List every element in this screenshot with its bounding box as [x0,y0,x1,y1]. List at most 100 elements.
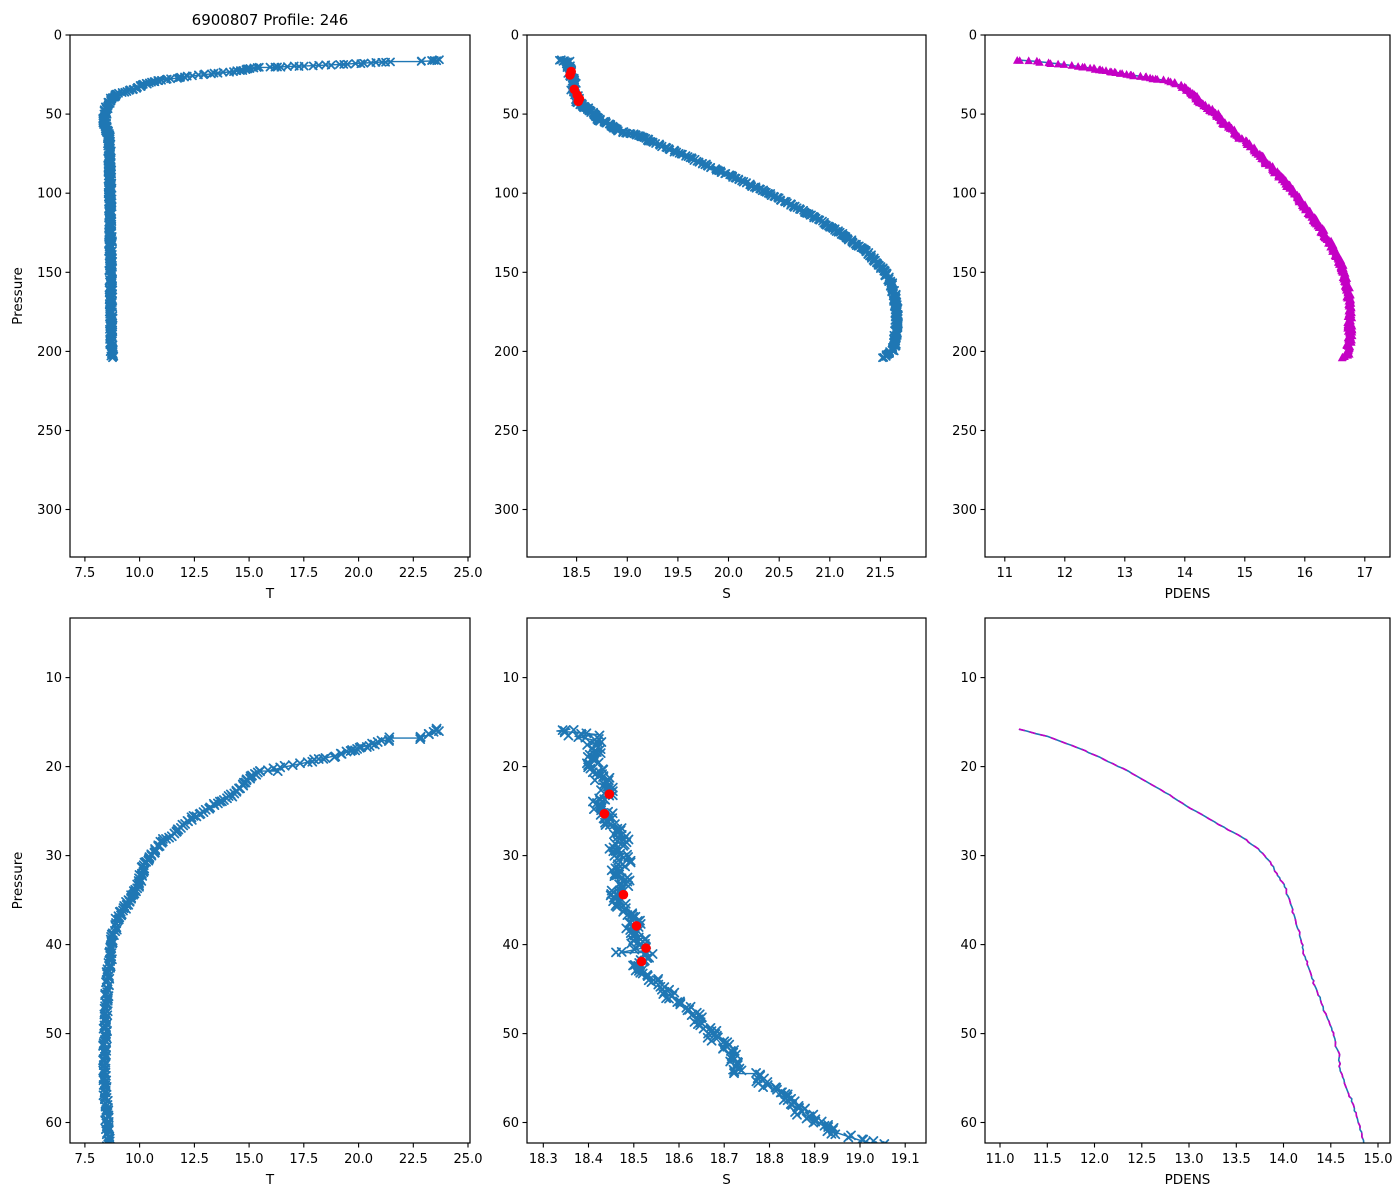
temperature-zoom-profile-line [103,728,439,1143]
x-tick-label: 10.0 [125,566,154,581]
flagged-salinity-points-marker [573,96,584,107]
x-axis-label-pd-full: PDENS [1165,586,1211,602]
subplot-t-full: 7.5 10.0 12.5 15.0 17.5 20.0 22.5 25.0 0 50 100 150… [10,29,482,603]
y-tick-label: 100 [37,187,62,202]
subplot-pd-zoom: 11.0 11.5 12.0 12.5 13.0 13.5 14.0 14.5 15.0 10 20… [960,617,1393,1188]
x-tick-label: 21.5 [866,566,895,581]
y-tick-label: 50 [45,108,62,123]
x-tick-label: 25.0 [454,1152,483,1167]
salinity-profile-markers [555,55,903,363]
x-tick-label: 17.5 [289,1152,318,1167]
y-tick-label: 250 [952,424,977,439]
axes-spines-pd-zoom [984,617,1391,1144]
plot-area-t-zoom [98,723,444,1143]
y-tick-label: 300 [952,503,977,518]
x-tick-label: 20.0 [344,566,373,581]
y-tick-label: 50 [960,1027,977,1042]
plot-area-pd-full [1013,56,1357,362]
y-tick-label: 10 [45,671,62,686]
x-tick-label: 11.5 [1033,1152,1062,1167]
x-tick-label: 15.0 [1364,1152,1393,1167]
x-tick-label: 20.0 [344,1152,373,1167]
y-tick-label: 10 [960,671,977,686]
x-tick-label: 14.0 [1269,1152,1298,1167]
y-tick-label: 40 [45,938,62,953]
x-axis-label-s-zoom: S [722,1172,731,1188]
x-tick-label: 18.5 [562,566,591,581]
figure-title: 6900807 Profile: 246 [192,11,349,29]
y-tick-label: 250 [494,424,519,439]
x-tick-label: 17 [1357,566,1374,581]
x-tick-label: 19.0 [846,1152,875,1167]
y-axis-label-t-zoom: Pressure [10,852,26,910]
x-tick-label: 19.0 [613,566,642,581]
x-tick-label: 18.8 [755,1152,784,1167]
x-tick-label: 14 [1177,566,1194,581]
x-tick-label: 18.6 [665,1152,694,1167]
x-tick-label: 12.5 [180,566,209,581]
y-tick-label: 60 [960,1116,977,1131]
x-tick-label: 14.5 [1316,1152,1345,1167]
x-tick-label: 19.5 [663,566,692,581]
x-tick-label: 13.5 [1222,1152,1251,1167]
y-tick-label: 250 [37,424,62,439]
x-tick-label: 15 [1237,566,1254,581]
x-tick-label: 18.4 [574,1152,603,1167]
y-tick-label: 200 [952,345,977,360]
y-tick-label: 60 [45,1116,62,1131]
x-axis-label-pd-zoom: PDENS [1165,1172,1211,1188]
y-tick-label: 20 [502,760,519,775]
axes-spines-s-zoom [526,617,927,1144]
y-tick-label: 50 [960,108,977,123]
x-tick-label: 21.0 [815,566,844,581]
x-tick-label: 7.5 [75,1152,96,1167]
x-tick-label: 18.7 [710,1152,739,1167]
y-tick-label: 300 [494,503,519,518]
temperature-profile-line [103,59,438,358]
subplots-group: 7.5 10.0 12.5 15.0 17.5 20.0 22.5 25.0 0 50 100 150… [10,29,1392,1189]
y-tick-label: 200 [37,345,62,360]
y-tick-label: 30 [45,849,62,864]
pdens-zoom-line-magenta-dashed-line [1018,728,1365,1143]
plot-area-t-full [98,55,444,363]
y-tick-label: 100 [494,187,519,202]
x-tick-label: 18.3 [529,1152,558,1167]
y-tick-label: 10 [502,671,519,686]
y-tick-label: 0 [969,29,977,44]
x-tick-label: 13.0 [1175,1152,1204,1167]
flagged-salinity-points-marker [565,70,575,80]
y-tick-label: 300 [37,503,62,518]
x-tick-label: 12 [1057,566,1074,581]
y-tick-label: 40 [502,938,519,953]
flagged-salinity-points-marker [604,789,615,799]
y-tick-label: 30 [960,849,977,864]
subplot-pd-full: 11 12 13 14 15 16 17 0 50 100 150 200 250 300 PDENS [952,29,1391,602]
x-tick-label: 15.0 [235,566,264,581]
temperature-profile-markers [98,55,444,363]
x-tick-label: 16 [1297,566,1314,581]
pdens-zoom-line-blue-line [1018,728,1365,1143]
x-tick-label: 11 [997,566,1014,581]
x-tick-label: 12.5 [1127,1152,1156,1167]
y-tick-label: 150 [37,266,62,281]
x-tick-label: 10.0 [125,1152,154,1167]
salinity-profile-line [558,59,898,359]
x-axis-label-t-full: T [265,586,275,602]
flagged-salinity-points-marker [618,889,629,900]
x-axis-label-s-full: S [722,586,731,602]
plot-area-pd-zoom [1018,728,1365,1143]
y-axis-label-t-full: Pressure [10,267,26,325]
x-tick-label: 17.5 [289,566,318,581]
y-tick-label: 50 [45,1027,62,1042]
x-tick-label: 18.5 [619,1152,648,1167]
x-tick-label: 19.1 [891,1152,920,1167]
x-tick-label: 20.0 [714,566,743,581]
axes-spines-t-full [69,34,471,558]
y-tick-label: 150 [494,266,519,281]
temperature-zoom-profile-markers [98,723,444,1143]
x-tick-label: 22.5 [399,1152,428,1167]
x-axis-label-t-zoom: T [265,1172,275,1188]
subplot-s-zoom: 18.3 18.4 18.5 18.6 18.7 18.8 18.9 19.0 19.1 10 20… [502,617,927,1188]
